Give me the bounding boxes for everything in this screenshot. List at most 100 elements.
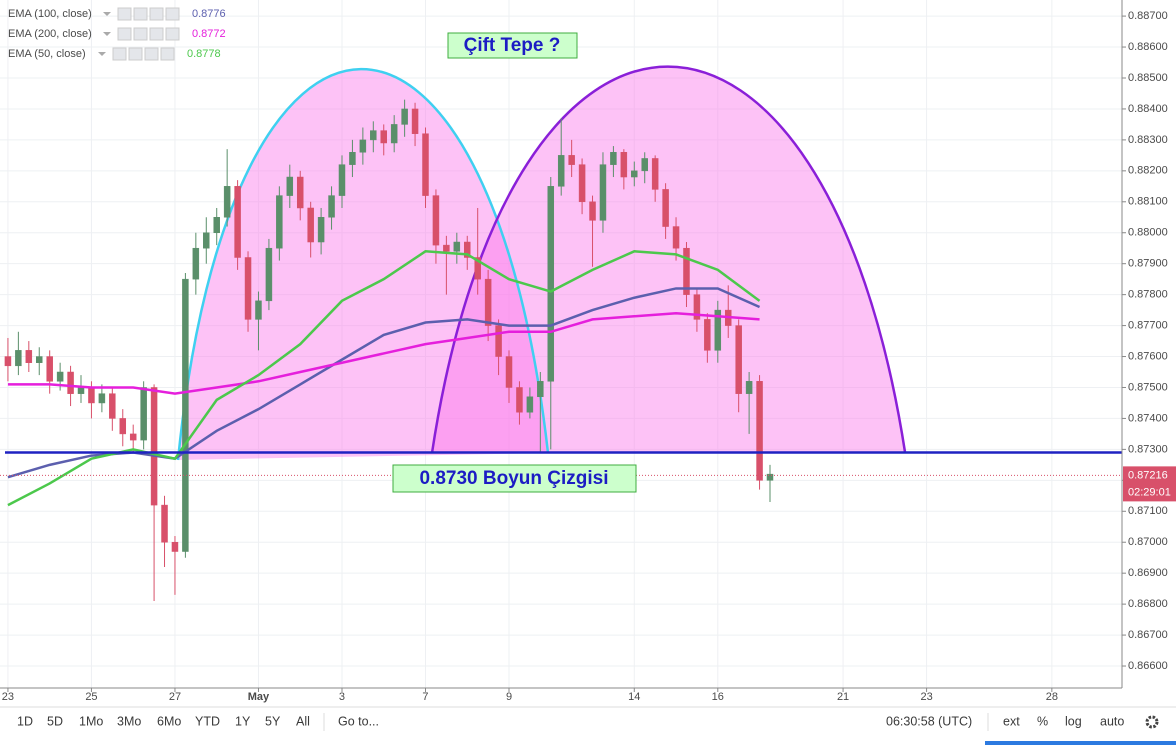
range-button[interactable]: 1D [17, 714, 33, 728]
candle-body [390, 124, 398, 144]
candle-body [88, 387, 95, 404]
x-tick-label: May [248, 691, 270, 703]
legend-icon[interactable] [165, 27, 180, 41]
candle-body [662, 189, 669, 227]
candle-body [171, 541, 179, 552]
candle-body [109, 393, 116, 419]
y-tick-label: 0.88500 [1128, 72, 1168, 84]
candle-body [98, 393, 106, 404]
legend-icon[interactable] [133, 27, 148, 41]
plot [0, 99, 1122, 602]
candle-body [745, 381, 753, 394]
candle-body [443, 244, 450, 252]
candle-body [244, 257, 252, 320]
y-tick-label: 0.86600 [1128, 660, 1168, 672]
candle-body [296, 176, 304, 209]
candle-body [422, 133, 429, 196]
x-tick-label: 23 [920, 691, 932, 703]
legend-icon[interactable] [117, 27, 132, 41]
candle-body [161, 504, 168, 543]
pattern-arcs [176, 65, 907, 461]
arc-right [430, 65, 907, 454]
legend-label: EMA (200, close) [8, 28, 92, 40]
candle-body [276, 195, 283, 249]
candle-body [505, 356, 513, 388]
legend-icon[interactable] [112, 47, 127, 61]
last-price-label: 0.87216 [1128, 469, 1168, 481]
y-tick-label: 0.87500 [1128, 381, 1168, 393]
x-tick-label: 9 [506, 691, 512, 703]
candle-body [56, 371, 64, 382]
legend-value: 0.8772 [192, 28, 226, 40]
candle-body [46, 356, 53, 382]
y-tick-label: 0.88600 [1128, 41, 1168, 53]
last-price-box [1123, 466, 1176, 502]
candle-body [432, 195, 440, 246]
option-button[interactable]: ext [1003, 714, 1020, 728]
arc-fill [178, 69, 548, 460]
range-button[interactable]: 5D [47, 714, 63, 728]
x-tick-label: 25 [85, 691, 97, 703]
candle-body [735, 325, 742, 394]
candle-body [380, 130, 387, 144]
y-tick-label: 0.87800 [1128, 289, 1168, 301]
option-button[interactable]: log [1065, 714, 1082, 728]
legend-icon[interactable] [117, 7, 132, 21]
candle-body [526, 396, 534, 413]
candle-body [537, 381, 544, 398]
candle-body [474, 257, 481, 280]
candle-body [411, 108, 419, 134]
legend: EMA (100, close) 0.8776 EMA (200, close) 0.… [8, 7, 226, 61]
legend-icon[interactable] [165, 7, 180, 21]
range-button[interactable]: YTD [195, 714, 220, 728]
candle-body [756, 381, 763, 481]
range-button[interactable]: 5Y [265, 714, 281, 728]
y-tick-label: 0.88000 [1128, 227, 1168, 239]
candle-body [25, 350, 33, 363]
x-tick-label: 23 [2, 691, 14, 703]
ema-line [7, 311, 760, 395]
candle-body [557, 155, 565, 187]
range-button[interactable]: 1Y [235, 714, 251, 728]
y-tick-label: 0.87600 [1128, 350, 1168, 362]
candle-body [401, 108, 408, 125]
x-tick-label: 7 [422, 691, 428, 703]
toolbar: 1D 5D 1Mo 3Mo 6Mo YTD 1Y 5Y All Go to... 06:30:58 … [17, 713, 1159, 731]
legend-value: 0.8776 [192, 8, 226, 20]
y-tick-label: 0.88400 [1128, 103, 1168, 115]
candle-body [15, 350, 22, 367]
legend-icon[interactable] [160, 47, 175, 61]
candle-body [547, 186, 555, 382]
legend-icon[interactable] [149, 27, 164, 41]
y-tick-label: 0.87000 [1128, 536, 1168, 548]
candle-body [484, 278, 492, 326]
y-tick-label: 0.86900 [1128, 567, 1168, 579]
candle-body [203, 232, 210, 249]
candle-body [119, 418, 127, 435]
legend-icon[interactable] [144, 47, 159, 61]
settings-button[interactable] [1145, 715, 1159, 729]
y-tick-label: 0.88300 [1128, 134, 1168, 146]
candle-body [589, 201, 596, 221]
range-button[interactable]: 1Mo [79, 714, 103, 728]
option-button[interactable]: auto [1100, 714, 1124, 728]
legend-icon[interactable] [128, 47, 143, 61]
y-tick-label: 0.88700 [1128, 10, 1168, 22]
range-button[interactable]: 6Mo [157, 714, 181, 728]
y-tick-label: 0.88200 [1128, 165, 1168, 177]
legend-icon[interactable] [149, 7, 164, 21]
range-button[interactable]: 3Mo [117, 714, 141, 728]
candle-body [578, 164, 586, 203]
candle-body [464, 241, 471, 258]
candle-body [150, 387, 158, 506]
candle-body [317, 217, 325, 243]
option-button[interactable]: % [1037, 714, 1048, 728]
legend-icon[interactable] [133, 7, 148, 21]
candle-body [255, 300, 262, 320]
goto-button[interactable]: Go to... [338, 714, 379, 728]
arc-left [176, 68, 550, 461]
candle-body [704, 319, 711, 351]
candle-body [766, 473, 774, 481]
range-button[interactable]: All [296, 714, 310, 728]
candle-body [182, 278, 189, 552]
